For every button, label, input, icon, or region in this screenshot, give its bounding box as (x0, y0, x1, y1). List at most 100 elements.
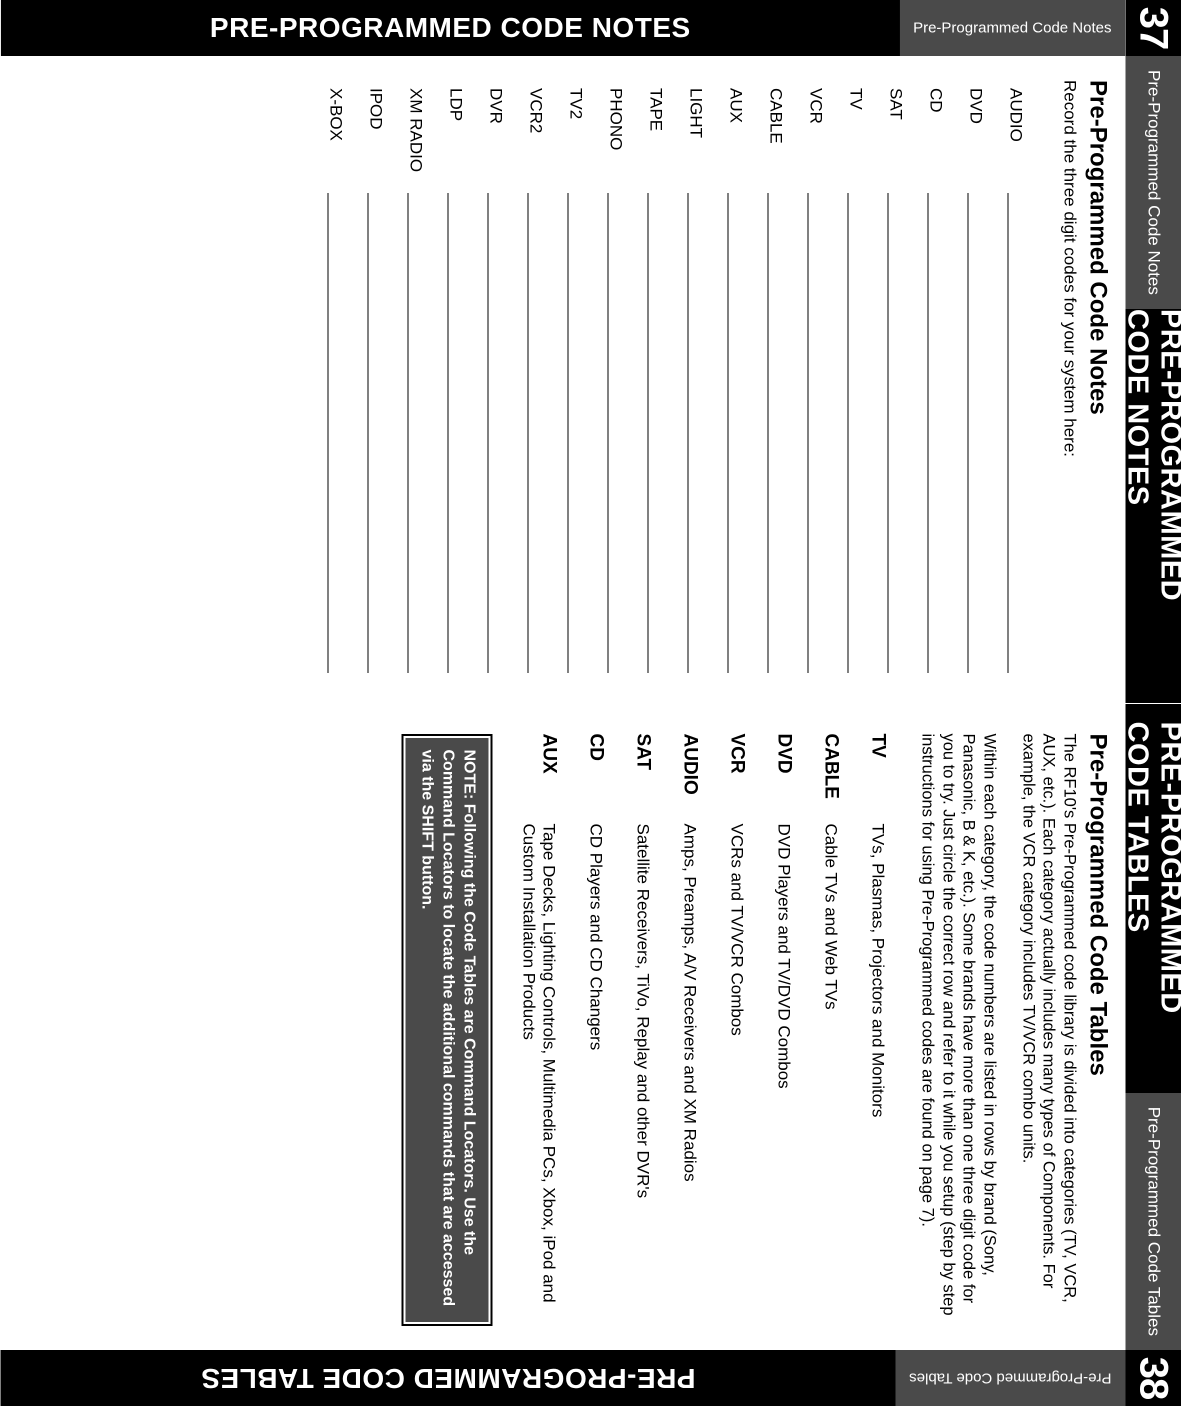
page-body: Pre-Programmed Code Tables The RF10's Pr… (20, 734, 1111, 1327)
code-note-line (567, 193, 568, 673)
code-note-label: AUDIO (1001, 88, 1025, 193)
code-note-row: X-BOX (321, 88, 361, 673)
category-row: AUXTape Decks, Lighting Controls, Multim… (518, 734, 559, 1327)
category-key: SAT (631, 734, 652, 824)
manual-spread: 37 Pre-Programmed Code Notes PRE-PROGRAM… (0, 0, 1181, 1406)
code-note-label: CD (921, 88, 945, 193)
code-note-label: VCR (801, 88, 825, 193)
page-38: 38 Pre-Programmed Code Tables PRE-PROGRA… (0, 704, 1181, 1406)
code-note-row: AUX (721, 88, 761, 673)
category-key: CABLE (819, 734, 840, 824)
section-title: Pre-Programmed Code Tables (1083, 734, 1111, 1327)
code-note-line (407, 193, 408, 673)
sidebar: Pre-Programmed Code Tables PRE-PROGRAMME… (0, 1350, 1125, 1406)
code-note-label: X-BOX (321, 88, 345, 193)
code-note-row: XM RADIO (401, 88, 441, 673)
code-note-line (607, 193, 608, 673)
code-note-line (647, 193, 648, 673)
category-row: AUDIOAmps, Preamps, A/V Receivers and XM… (678, 734, 699, 1327)
category-row: CDCD Players and CD Changers (584, 734, 605, 1327)
code-note-line (527, 193, 528, 673)
header-bar: 38 Pre-Programmed Code Tables PRE-PROGRA… (1125, 704, 1181, 1406)
code-note-row: LDP (441, 88, 481, 673)
code-note-row: CD (921, 88, 961, 673)
code-note-line (487, 193, 488, 673)
code-note-label: PHONO (601, 88, 625, 193)
code-note-line (807, 193, 808, 673)
section-title: Pre-Programmed Code Notes (1083, 80, 1111, 673)
code-note-row: SAT (881, 88, 921, 673)
category-key: VCR (725, 734, 746, 824)
code-note-row: CABLE (761, 88, 801, 673)
code-note-row: DVR (481, 88, 521, 673)
category-key: CD (584, 734, 605, 824)
category-key: DVD (772, 734, 793, 824)
category-key: AUX (518, 734, 559, 824)
code-note-row: VCR2 (521, 88, 561, 673)
code-note-label: CABLE (761, 88, 785, 193)
category-key: TV (866, 734, 887, 824)
category-row: DVDDVD Players and TV/DVD Combos (772, 734, 793, 1327)
category-row: VCRVCRs and TV/VCR Combos (725, 734, 746, 1327)
paragraph: The RF10's Pre-Programmed code library i… (1017, 734, 1079, 1327)
code-note-row: TV2 (561, 88, 601, 673)
header-title: PRE-PROGRAMMED CODE NOTES (1125, 309, 1181, 703)
category-desc: VCRs and TV/VCR Combos (725, 824, 746, 1327)
code-note-label: XM RADIO (401, 88, 425, 193)
header-subtitle: Pre-Programmed Code Tables (1125, 1093, 1181, 1350)
sidebar-subtitle: Pre-Programmed Code Tables (895, 1350, 1125, 1406)
code-note-line (367, 193, 368, 673)
code-note-row: IPOD (361, 88, 401, 673)
header-title: PRE-PROGRAMMED CODE TABLES (1125, 704, 1181, 1093)
code-note-label: LIGHT (681, 88, 705, 193)
code-note-line (1007, 193, 1008, 673)
category-desc: Tape Decks, Lighting Controls, Multimedi… (518, 824, 559, 1327)
note-box: NOTE: Following the Code Tables are Comm… (401, 734, 491, 1327)
sidebar-title: PRE-PROGRAMMED CODE TABLES (0, 1350, 895, 1406)
code-note-label: DVD (961, 88, 985, 193)
code-note-label: SAT (881, 88, 905, 193)
category-desc: Satellite Receivers, TiVo, Replay and ot… (631, 824, 652, 1327)
category-desc: TVs, Plasmas, Projectors and Monitors (866, 824, 887, 1327)
page-37: 37 Pre-Programmed Code Notes PRE-PROGRAM… (0, 0, 1181, 704)
code-note-row: VCR (801, 88, 841, 673)
category-key: AUDIO (678, 734, 699, 824)
category-desc: Cable TVs and Web TVs (819, 824, 840, 1327)
code-note-row: PHONO (601, 88, 641, 673)
page-body: Pre-Programmed Code Notes Record the thr… (20, 80, 1111, 673)
code-note-line (847, 193, 848, 673)
code-note-line (927, 193, 928, 673)
paragraph: Within each category, the code numbers a… (917, 734, 1000, 1327)
code-note-line (687, 193, 688, 673)
code-note-line (447, 193, 448, 673)
code-note-line (967, 193, 968, 673)
category-desc: DVD Players and TV/DVD Combos (772, 824, 793, 1327)
code-note-row: TV (841, 88, 881, 673)
header-bar: 37 Pre-Programmed Code Notes PRE-PROGRAM… (1125, 0, 1181, 703)
code-note-row: AUDIO (1001, 88, 1041, 673)
category-row: TVTVs, Plasmas, Projectors and Monitors (866, 734, 887, 1327)
code-note-line (767, 193, 768, 673)
sidebar-title: PRE-PROGRAMMED CODE NOTES (0, 0, 899, 56)
sidebar-subtitle: Pre-Programmed Code Notes (899, 0, 1125, 56)
code-note-row: LIGHT (681, 88, 721, 673)
code-note-label: TV (841, 88, 865, 193)
code-note-label: DVR (481, 88, 505, 193)
code-notes-list: AUDIO DVD CD SAT TV VCR CABLE AUX LIGHT TAPE PHONO… (321, 80, 1041, 673)
page-number: 38 (1125, 1350, 1181, 1406)
sidebar: Pre-Programmed Code Notes PRE-PROGRAMMED… (0, 0, 1125, 56)
category-desc: Amps, Preamps, A/V Receivers and XM Radi… (678, 824, 699, 1327)
code-note-label: TV2 (561, 88, 585, 193)
page-number: 37 (1125, 0, 1181, 56)
category-desc: CD Players and CD Changers (584, 824, 605, 1327)
code-note-row: DVD (961, 88, 1001, 673)
note-text: NOTE: Following the Code Tables are Comm… (405, 738, 487, 1323)
code-note-line (727, 193, 728, 673)
category-list: TVTVs, Plasmas, Projectors and Monitors C… (518, 734, 887, 1327)
category-row: SATSatellite Receivers, TiVo, Replay and… (631, 734, 652, 1327)
code-note-label: AUX (721, 88, 745, 193)
code-note-label: VCR2 (521, 88, 545, 193)
code-note-label: IPOD (361, 88, 385, 193)
intro-text: Record the three digit codes for your sy… (1059, 80, 1079, 673)
code-note-label: TAPE (641, 88, 665, 193)
